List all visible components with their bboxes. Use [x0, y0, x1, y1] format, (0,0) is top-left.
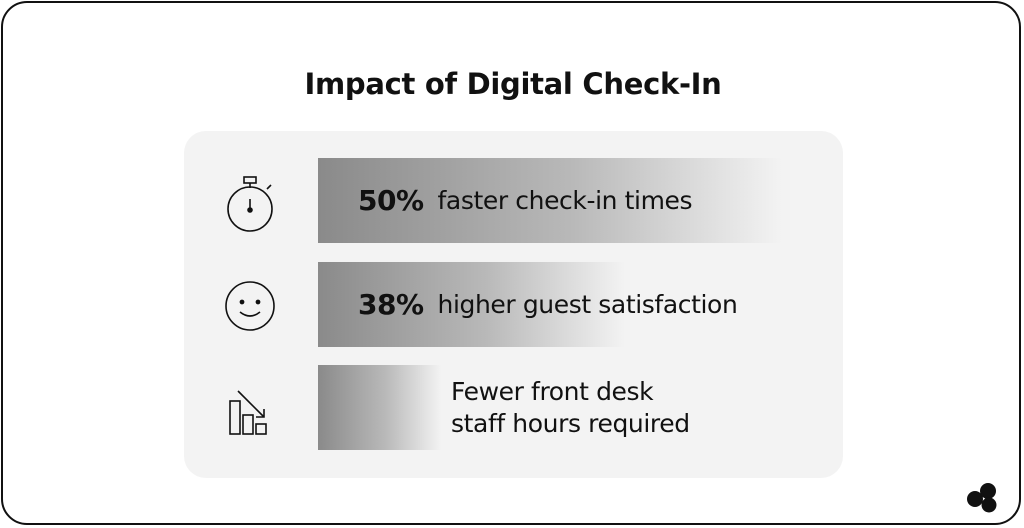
bar-satisfaction [318, 262, 625, 347]
bar-staff-hours [318, 365, 441, 450]
declining-bar-chart-icon [220, 379, 280, 439]
category-label-satisfaction: higher guest satisfaction [437, 290, 738, 319]
category-label-check-in: faster check-in times [437, 186, 693, 215]
staff-hours-description: Fewer front desk staff hours required [451, 376, 690, 438]
bar-label-satisfaction: 38% higher guest satisfaction [358, 262, 738, 347]
bar-label-check-in: 50% faster check-in times [358, 158, 693, 243]
chart-title: Impact of Digital Check-In [304, 67, 722, 101]
stopwatch-icon [220, 172, 280, 232]
stat-row-satisfaction: 38% higher guest satisfaction [184, 262, 843, 347]
stat-row-staff-hours: Fewer front desk staff hours required [184, 365, 843, 450]
category-label-staff-hours: Fewer front desk staff hours required [451, 365, 771, 450]
stats-panel: 50% faster check-in times 38% higher gue… [184, 131, 843, 478]
three-dots-logo-icon [965, 479, 999, 513]
stat-row-check-in: 50% faster check-in times [184, 158, 843, 243]
bar-check-in [318, 158, 782, 243]
value-label-satisfaction: 38% [358, 288, 424, 321]
smiley-face-icon [220, 276, 280, 336]
value-label-check-in: 50% [358, 184, 424, 217]
